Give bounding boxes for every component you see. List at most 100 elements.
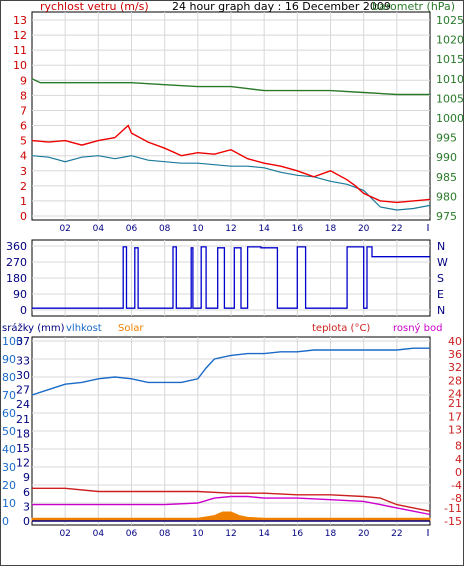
x-tick-label: 10 [192,529,204,539]
dewpoint-label: rosný bod [393,322,442,334]
pressure-y-tick: 1005 [436,92,464,105]
wind-y-tick: 11 [13,44,27,57]
precip-y-tick: 37 [16,335,30,348]
wind-y-tick: 12 [13,29,27,42]
direction-y-ticks: 360 270 180 90 0 [6,240,27,317]
wind-y-tick: 2 [20,180,27,193]
pressure-y-ticks: 975 980 985 990 995 1000 1005 1010 1015 1020 1025 [436,14,464,223]
pressure-line [31,78,430,96]
precip-y-tick: 18 [16,427,30,440]
x-tick-label: 10 [192,224,204,234]
dewpoint-line [32,495,431,516]
wind-y-tick: 0 [20,210,27,223]
precip-y-tick: 6 [23,486,30,499]
humidity-y-tick: 10 [2,497,16,510]
precip-y-ticks: 0 10 20 30 40 50 60 70 80 90 100 [2,335,23,528]
wind-y-tick: 10 [13,59,27,72]
x-tick-label: 12 [225,529,236,539]
x-tick-label: 20 [358,224,370,234]
wind-series [31,78,431,211]
x-tick-label: 06 [126,224,138,234]
wind-speed-label: rychlost vetru (m/s) [40,0,149,13]
precip-y-tick: 15 [16,442,30,455]
pressure-y-tick: 985 [436,171,457,184]
compass-label: E [437,288,444,301]
x-tick-label: 12 [225,224,236,234]
wind-y-tick: 7 [20,104,27,117]
direction-y-tick: 90 [13,288,27,301]
compass-label: N [437,304,445,317]
x-tick-label: 22 [391,224,402,234]
solar-area [31,511,431,522]
x-tick-label: 02 [59,224,70,234]
temperature-y-tick: 32 [448,361,462,374]
precip-y-tick: 33 [16,354,30,367]
precip-y-tick: 9 [23,471,30,484]
x-tick-label: 04 [93,529,105,539]
temperature-y-tick: 17 [448,410,462,423]
temperature-y-tick: -15 [444,515,462,528]
precip-y-tick: 30 [16,369,30,382]
temperature-y-tick: 4 [455,453,462,466]
wind-y-tick: 5 [20,135,27,148]
temperature-y-tick: 21 [448,397,462,410]
pressure-y-tick: 980 [436,190,457,203]
temp-x-ticks: 02 04 06 08 10 12 14 16 18 20 22 [59,529,429,539]
chart-title: 24 hour graph day : 16 December 2009 [172,0,391,13]
humidity-y-tick: 70 [2,389,16,402]
temp-series [31,347,431,522]
wind-y-tick: 1 [20,195,27,208]
direction-y-tick: 270 [6,256,27,269]
wind-y-tick: 9 [20,74,27,87]
humidity-y-tick: 80 [2,371,16,384]
temperature-line [32,487,431,512]
precip-y-tick: 12 [16,457,30,470]
x-tick-label: 06 [126,529,138,539]
precip-y-tick: 27 [16,384,30,397]
x-tick-label: 18 [325,529,337,539]
temperature-y-tick: -8 [451,492,462,505]
temperature-y-tick: -11 [444,502,462,515]
x-tick-label: 14 [258,529,270,539]
x-tick-label: 08 [159,529,171,539]
temperature-y-tick: 36 [448,348,462,361]
temperature-y-tick: 28 [448,374,462,387]
temperature-y-tick: 24 [448,387,462,400]
solar-label: Solar [118,323,144,334]
wind-y-tick: 13 [13,14,27,27]
x-tick-label: 02 [59,529,70,539]
wind-y-tick: 8 [20,89,27,102]
x-tick-label: 14 [258,224,270,234]
precip-y-tick: 24 [16,398,30,411]
pressure-y-tick: 990 [436,151,457,164]
pressure-y-tick: 1015 [436,53,464,66]
wind-y-tick: 3 [20,165,27,178]
humidity-y-tick: 60 [2,407,16,420]
compass-label: S [437,272,444,285]
x-tick-label: 08 [159,224,171,234]
wind-y-tick: 4 [20,150,27,163]
x-tick-label: 16 [292,224,304,234]
pressure-y-tick: 975 [436,210,457,223]
pressure-y-tick: 1025 [436,14,464,27]
pressure-y-tick: 995 [436,132,457,145]
temperature-y-tick: -4 [451,479,462,492]
temperature-label: teplota (°C) [312,323,370,334]
precip-y-tick: 0 [23,515,30,528]
x-tick-label: 18 [325,224,337,234]
pressure-y-tick: 1000 [436,112,464,125]
direction-y-tick: 0 [20,304,27,317]
humidity-y-tick: 30 [2,461,16,474]
pressure-label: barometr (hPa) [372,0,455,13]
precip-label: srážky (mm) [2,322,65,334]
humidity-y-tick: 20 [2,479,16,492]
direction-y-tick: 360 [6,240,27,253]
